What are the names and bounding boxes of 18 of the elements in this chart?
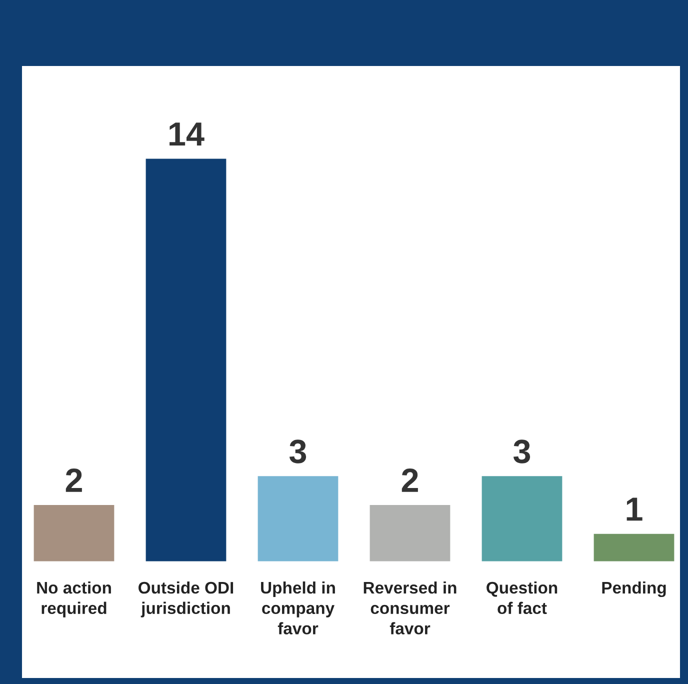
bar bbox=[368, 504, 452, 562]
x-tick-label: Reversed in consumer favor bbox=[364, 581, 456, 634]
x-tick-label: Upheld in company favor bbox=[261, 581, 335, 634]
bar bbox=[32, 504, 116, 562]
x-tick-label: Pending bbox=[602, 581, 666, 598]
x-tick-label: Outside ODI jurisdiction bbox=[138, 581, 234, 618]
data-label: 14 bbox=[170, 122, 204, 146]
data-label: 3 bbox=[513, 440, 530, 464]
data-label: 3 bbox=[289, 440, 306, 464]
data-label: 2 bbox=[402, 468, 418, 492]
bar bbox=[256, 474, 340, 562]
x-tick-label: No action required bbox=[37, 581, 111, 618]
bar bbox=[144, 158, 228, 562]
bar bbox=[592, 532, 676, 562]
x-tick-label: Question of fact bbox=[486, 581, 558, 614]
data-label: 1 bbox=[626, 498, 642, 521]
bar bbox=[480, 474, 564, 562]
data-label: 2 bbox=[66, 468, 82, 492]
